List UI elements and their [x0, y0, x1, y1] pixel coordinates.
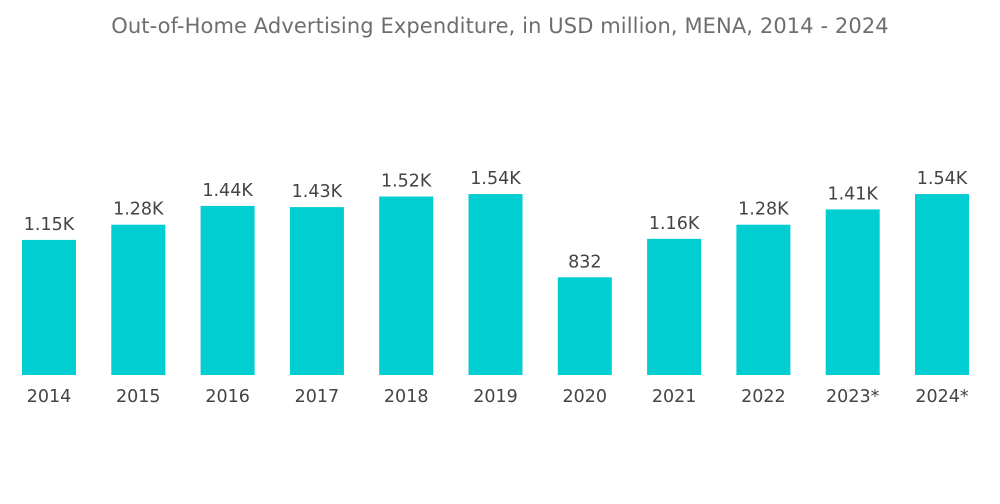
value-label-2014: 1.15K: [24, 215, 75, 235]
x-tick-label-2020: 2020: [563, 387, 608, 407]
bar-2015: [111, 224, 166, 375]
x-tick-label-2017: 2017: [295, 387, 340, 407]
value-label-2022: 1.28K: [738, 200, 789, 220]
x-tick-label-2016: 2016: [205, 387, 250, 407]
value-label-2020: 832: [568, 252, 601, 272]
bar-2016: [200, 205, 255, 375]
value-label-2023: 1.41K: [827, 184, 878, 204]
x-tick-label-2023: 2023*: [826, 387, 880, 407]
bar-2024: [915, 194, 969, 375]
bar-2022: [736, 224, 791, 375]
x-tick-label-2015: 2015: [116, 387, 161, 407]
bar-2014: [22, 239, 76, 375]
x-tick-label-2019: 2019: [473, 387, 518, 407]
value-label-2019: 1.54K: [470, 169, 521, 189]
x-tick-label-2022: 2022: [741, 387, 786, 407]
bar-2023: [825, 209, 880, 375]
bar-2020: [557, 277, 612, 375]
chart-title: Out-of-Home Advertising Expenditure, in …: [111, 14, 889, 38]
bar-2017: [289, 207, 344, 375]
x-tick-label-2018: 2018: [384, 387, 429, 407]
bar-2021: [647, 238, 702, 375]
value-label-2015: 1.28K: [113, 200, 164, 220]
bar-2018: [379, 196, 434, 375]
bar-2019: [468, 194, 523, 375]
value-label-2018: 1.52K: [381, 172, 432, 192]
x-tick-label-2021: 2021: [652, 387, 697, 407]
value-label-2024: 1.54K: [917, 169, 968, 189]
value-label-2017: 1.43K: [292, 182, 343, 202]
value-label-2016: 1.44K: [202, 181, 253, 201]
x-tick-label-2014: 2014: [27, 387, 72, 407]
x-tick-label-2024: 2024*: [915, 387, 969, 407]
value-label-2021: 1.16K: [649, 214, 700, 234]
